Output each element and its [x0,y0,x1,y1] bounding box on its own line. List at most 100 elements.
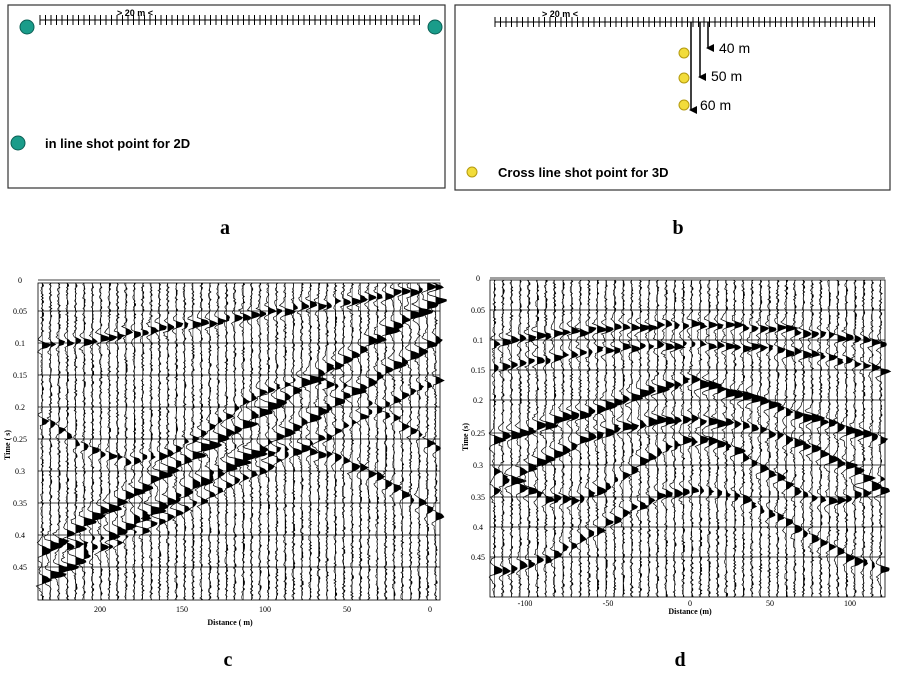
x-tick-label: 200 [94,605,106,614]
wiggle-fill [520,280,531,597]
wiggle-fill [708,280,722,597]
wiggle-fill [419,283,433,600]
wiggle-fill [683,280,692,597]
y-tick-label: 0.4 [15,531,25,540]
wiggle [848,279,868,597]
wiggle [387,282,407,600]
legend-marker [466,166,478,178]
wiggle-fill [343,283,353,600]
wiggle [839,279,860,597]
wiggle [287,282,304,600]
wiggle [754,279,771,597]
wiggle [815,279,831,597]
y-tick-label: 0.1 [15,339,25,348]
x-tick-label: 100 [844,599,856,608]
y-tick-label: 0 [476,274,480,283]
wiggle [584,279,597,597]
x-axis-label: Distance (m) [668,607,712,616]
wiggle [93,282,112,600]
wiggle-fill [786,280,798,597]
panel-a-frame [7,4,446,189]
wiggle-fill [226,283,238,600]
wiggle [373,282,387,600]
wiggle [789,279,806,597]
y-tick-label: 0.45 [471,553,485,562]
wiggle-fill [67,283,79,600]
wiggle [736,279,758,597]
wiggle [669,279,686,597]
panel-label: c [224,649,233,671]
wiggle [301,282,328,600]
wiggle-fill [837,280,847,597]
wiggle-fill [872,280,882,597]
wiggle [134,282,154,600]
wiggle [599,279,618,597]
wiggle [744,279,768,597]
wiggle [693,279,714,597]
x-tick-label: 50 [766,599,774,608]
wiggle-fill [410,283,425,600]
wiggle [574,279,592,597]
wiggle-fill [597,280,608,597]
wiggle-fill [393,283,406,600]
y-tick-label: 0.3 [473,461,483,470]
plot-frame [37,282,441,601]
wiggle-fill [588,280,597,597]
wiggle [643,279,661,597]
wiggle [127,282,146,600]
wiggle [76,282,97,600]
wiggle [873,279,892,597]
wiggle-fill [402,283,410,600]
wiggle-fill [700,280,713,597]
x-tick-label: 100 [259,605,271,614]
y-tick-label: 0.1 [473,336,483,345]
wiggle [201,282,223,600]
seismogram-c: 0 0.05 0.1 0.15 0.2 0.25 0.3 0.35 0.4 0.45 200 150 1… [13,276,447,614]
wiggle [796,279,816,597]
wiggle [67,282,88,600]
wiggle [254,283,273,600]
wiggle [321,282,336,600]
wiggle [169,282,184,600]
spacing-label: > 20 m < [542,9,578,19]
wiggle [52,282,72,600]
wiggle-fill [545,280,558,597]
wiggle [140,282,167,600]
wiggle [780,279,799,597]
wiggle [678,279,693,597]
panel-label: b [672,217,683,239]
wiggle [772,279,787,597]
wiggle [397,282,411,600]
wiggle [355,282,370,600]
offset-label: 60 m [700,97,731,113]
wiggle-fill [285,283,296,600]
shot-point [678,47,690,59]
wiggle [219,282,238,600]
y-tick-label: 0.05 [13,307,27,316]
wiggle [530,280,549,597]
wiggle-fill [251,283,268,600]
y-tick-label: 0.4 [473,523,483,532]
wiggle [295,282,314,600]
wiggle-fill [854,280,867,597]
y-tick-label: 0.45 [13,563,27,572]
wiggle-fill [134,283,145,600]
y-tick-label: 0.25 [13,435,27,444]
wiggle [191,282,214,600]
wiggle [853,279,877,597]
offset-label: 40 m [719,40,750,56]
wiggle [729,279,746,597]
x-tick-label: 150 [176,605,188,614]
wiggle [102,283,122,600]
wiggle [522,279,539,597]
offset-label: 50 m [711,68,742,84]
wiggle [35,282,53,600]
wiggle [410,282,434,600]
spacing-label: > 20 m < [117,8,153,18]
wiggle [823,279,840,597]
y-tick-label: 0.15 [13,371,27,380]
wiggle [344,282,367,600]
wiggle [616,279,638,597]
wiggle [236,282,259,600]
